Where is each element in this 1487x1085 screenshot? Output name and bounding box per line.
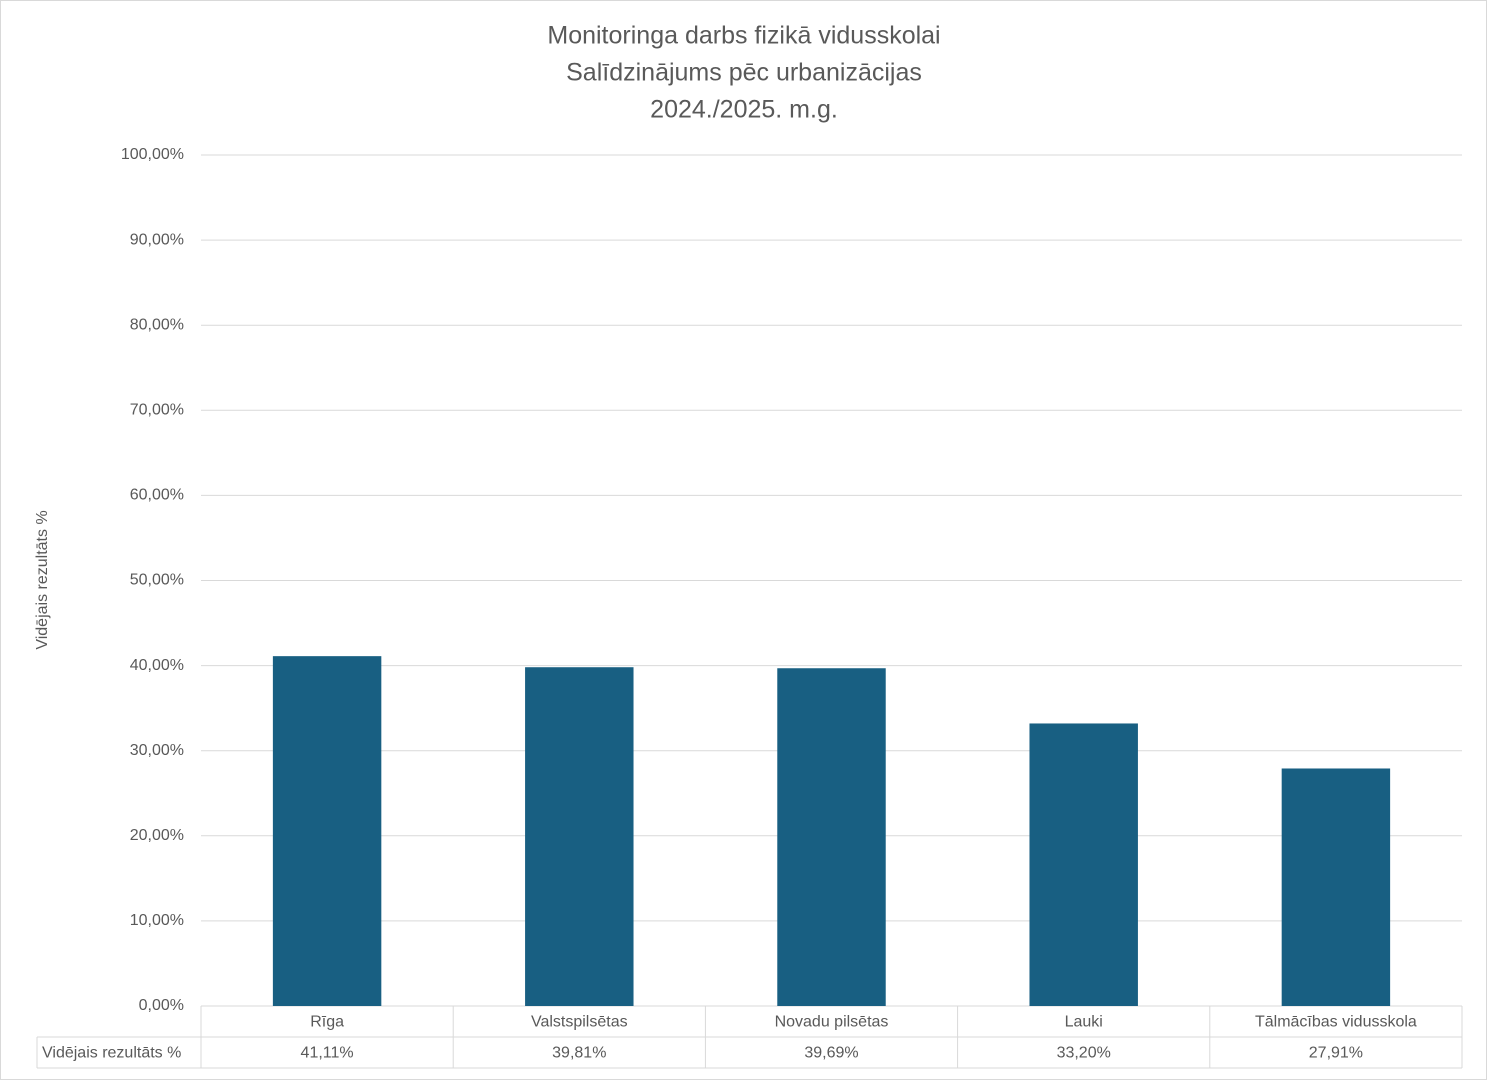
bar	[525, 667, 634, 1006]
bar	[777, 668, 886, 1006]
y-tick-label: 70,00%	[130, 402, 184, 419]
data-label: 33,20%	[1057, 1045, 1111, 1062]
y-tick-label: 50,00%	[130, 572, 184, 589]
chart-title: Monitoringa darbs fizikā vidusskolai	[547, 22, 940, 50]
y-tick-label: 80,00%	[130, 316, 184, 333]
data-label: 39,81%	[552, 1045, 606, 1062]
chart-title: Salīdzinājums pēc urbanizācijas	[566, 59, 922, 87]
data-label: 39,69%	[804, 1045, 858, 1062]
y-tick-label: 10,00%	[130, 912, 184, 929]
y-tick-label: 100,00%	[121, 146, 184, 163]
y-tick-label: 30,00%	[130, 742, 184, 759]
data-label: 41,11%	[301, 1045, 354, 1062]
y-tick-label: 60,00%	[130, 487, 184, 504]
x-tick-label: Novadu pilsētas	[775, 1014, 889, 1031]
chart-title: 2024./2025. m.g.	[650, 96, 838, 124]
data-label: 27,91%	[1309, 1045, 1363, 1062]
x-tick-label: Lauki	[1065, 1014, 1103, 1031]
x-tick-label: Tālmācības vidusskola	[1255, 1014, 1417, 1031]
x-tick-label: Rīga	[310, 1014, 344, 1031]
bar	[1281, 768, 1391, 1006]
bar	[1029, 723, 1138, 1006]
y-axis-title: Vidējais rezultāts %	[34, 510, 51, 649]
y-tick-label: 90,00%	[130, 231, 184, 248]
x-tick-label: Valstspilsētas	[531, 1014, 628, 1031]
y-tick-label: 0,00%	[139, 997, 184, 1014]
y-tick-label: 20,00%	[130, 827, 184, 844]
y-tick-label: 40,00%	[130, 657, 184, 674]
bar	[272, 656, 382, 1006]
legend-label: Vidējais rezultāts %	[42, 1045, 181, 1062]
